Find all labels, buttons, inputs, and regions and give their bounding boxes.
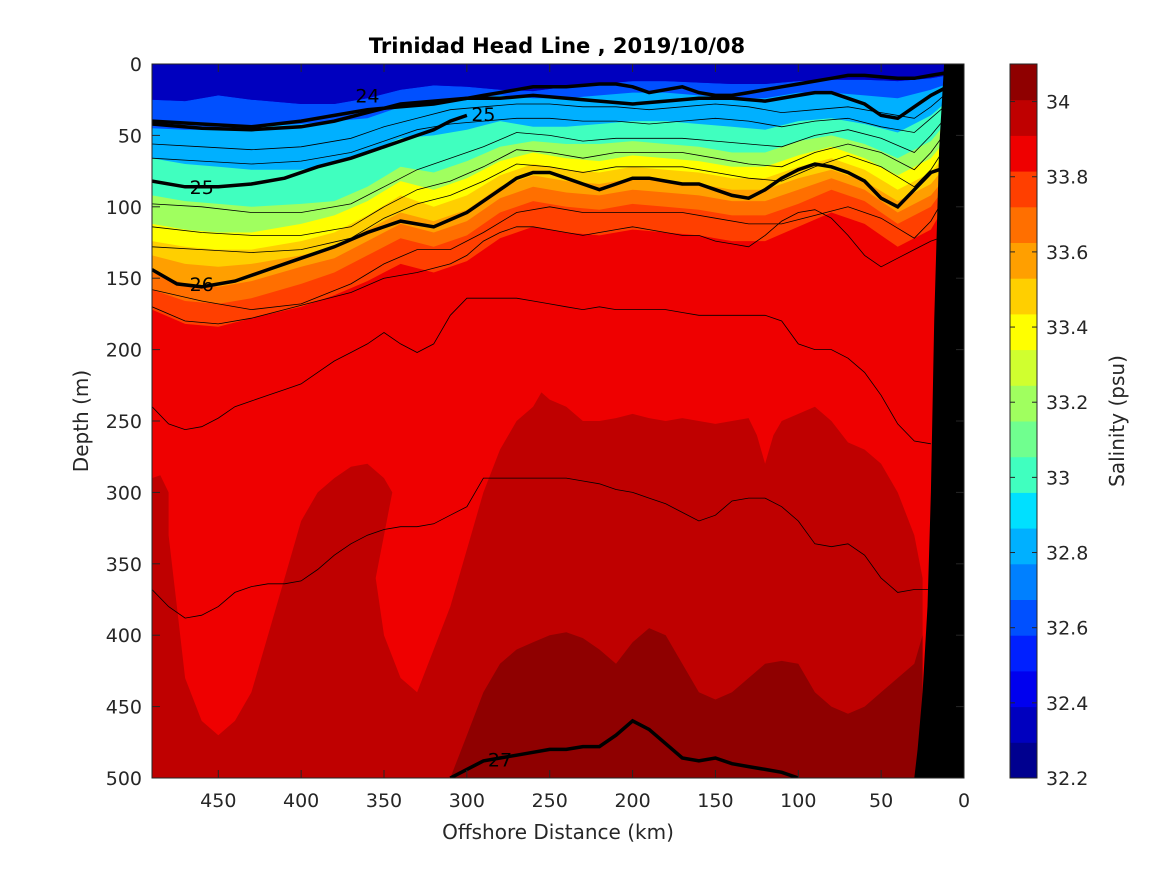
thin-density-contour-3 bbox=[152, 129, 948, 236]
thin-density-contour-4 bbox=[152, 143, 948, 253]
x-tick-label-100: 100 bbox=[780, 790, 816, 812]
thin-density-contour-5 bbox=[152, 192, 948, 311]
x-axis: 450 400 350 300 250 200 150 100 50 0 bbox=[200, 64, 970, 812]
y-tick-label-100: 100 bbox=[106, 197, 142, 219]
colorbar-swatch-2 bbox=[1010, 670, 1037, 708]
x-tick-label-450: 450 bbox=[200, 790, 236, 812]
x-tick-label-150: 150 bbox=[697, 790, 733, 812]
x-tick-label-350: 350 bbox=[366, 790, 402, 812]
colorbar-swatch-0 bbox=[1010, 742, 1037, 779]
y-tick-label-200: 200 bbox=[106, 340, 142, 362]
y-tick-label-0: 0 bbox=[130, 54, 142, 76]
colorbar-swatch-9 bbox=[1010, 421, 1037, 458]
y-tick-label-50: 50 bbox=[118, 125, 142, 147]
density-contour-25-1 bbox=[152, 85, 949, 132]
colorbar-swatch-4 bbox=[1010, 599, 1037, 636]
high-salinity-patch-1 bbox=[450, 628, 923, 778]
colorbar-swatch-7 bbox=[1010, 492, 1037, 529]
salinity-layer-surface bbox=[152, 64, 964, 104]
colorbar-tick-label-32.8: 32.8 bbox=[1046, 543, 1088, 565]
colorbar-swatch-12 bbox=[1010, 313, 1037, 351]
colorbar-swatch-17 bbox=[1010, 135, 1037, 172]
colorbar-tick-label-33.6: 33.6 bbox=[1046, 242, 1088, 264]
thin-density-contour-7 bbox=[152, 297, 931, 445]
contour-label-27: 27 bbox=[488, 749, 512, 771]
y-tick-label-400: 400 bbox=[106, 625, 142, 647]
y-axis-label: Depth (m) bbox=[69, 370, 93, 472]
colorbar-tick-label-33.4: 33.4 bbox=[1046, 317, 1088, 339]
colorbar-swatch-10 bbox=[1010, 385, 1037, 422]
thin-density-contour-0 bbox=[152, 92, 948, 151]
colorbar-frame bbox=[1009, 63, 1038, 779]
colorbar-swatch-6 bbox=[1010, 528, 1037, 565]
density-contours: 24 25 25 26 27 bbox=[152, 70, 949, 778]
colorbar-tick-label-32.6: 32.6 bbox=[1046, 618, 1088, 640]
chart-title: Trinidad Head Line , 2019/10/08 bbox=[369, 34, 745, 58]
x-tick-label-400: 400 bbox=[283, 790, 319, 812]
colorbar-swatch-13 bbox=[1010, 278, 1037, 315]
colorbar-tick-label-32.2: 32.2 bbox=[1046, 768, 1088, 790]
colorbar-tick-label-33.2: 33.2 bbox=[1046, 392, 1088, 414]
density-contour-24-0 bbox=[152, 70, 948, 129]
thin-density-contour-8 bbox=[152, 477, 931, 619]
y-tick-label-300: 300 bbox=[106, 482, 142, 504]
colorbar-swatch-18 bbox=[1010, 99, 1037, 136]
x-tick-label-50: 50 bbox=[869, 790, 893, 812]
colorbar-tick-label-33.8: 33.8 bbox=[1046, 167, 1088, 189]
colorbar-swatch-5 bbox=[1010, 563, 1037, 600]
thin-density-contour-6 bbox=[152, 209, 948, 325]
colorbar-swatch-15 bbox=[1010, 206, 1037, 243]
y-axis: 0 50 100 150 200 250 300 350 400 450 500 bbox=[106, 54, 964, 790]
colorbar-swatch-8 bbox=[1010, 456, 1037, 493]
colorbar: 32.2 32.4 32.6 32.8 33 33.2 33.4 33.6 33.8 34 bbox=[1009, 63, 1088, 790]
y-tick-label-450: 450 bbox=[106, 697, 142, 719]
x-tick-label-0: 0 bbox=[958, 790, 970, 812]
y-tick-label-150: 150 bbox=[106, 268, 142, 290]
density-contour-26-3 bbox=[152, 162, 948, 289]
thin-density-contour-2 bbox=[152, 115, 948, 213]
high-salinity-patch-0 bbox=[152, 392, 923, 778]
colorbar-label: Salinity (psu) bbox=[1105, 355, 1129, 487]
colorbar-tick-label-32.4: 32.4 bbox=[1046, 693, 1088, 715]
x-tick-label-300: 300 bbox=[449, 790, 485, 812]
colorbar-swatch-11 bbox=[1010, 349, 1037, 386]
x-tick-label-250: 250 bbox=[532, 790, 568, 812]
colorbar-swatch-19 bbox=[1010, 64, 1037, 101]
colorbar-swatch-1 bbox=[1010, 706, 1037, 743]
x-tick-label-200: 200 bbox=[614, 790, 650, 812]
contour-label-24: 24 bbox=[355, 85, 379, 107]
colorbar-swatch-3 bbox=[1010, 635, 1037, 672]
x-axis-label: Offshore Distance (km) bbox=[442, 820, 674, 844]
contour-label-25: 25 bbox=[190, 177, 214, 199]
colorbar-tick-label-34: 34 bbox=[1046, 92, 1070, 114]
colorbar-swatch-14 bbox=[1010, 242, 1037, 279]
bathymetry bbox=[914, 64, 964, 778]
contour-label-25: 25 bbox=[471, 104, 495, 126]
y-tick-label-500: 500 bbox=[106, 768, 142, 790]
y-tick-label-250: 250 bbox=[106, 411, 142, 433]
contour-label-26: 26 bbox=[190, 274, 214, 296]
density-contour-27-4 bbox=[449, 718, 799, 778]
plot-area: 24 25 25 26 27 bbox=[151, 63, 965, 779]
thin-density-contour-1 bbox=[152, 103, 948, 165]
colorbar-tick-label-33: 33 bbox=[1046, 467, 1070, 489]
density-contour-25-2 bbox=[152, 113, 468, 189]
y-tick-label-350: 350 bbox=[106, 554, 142, 576]
